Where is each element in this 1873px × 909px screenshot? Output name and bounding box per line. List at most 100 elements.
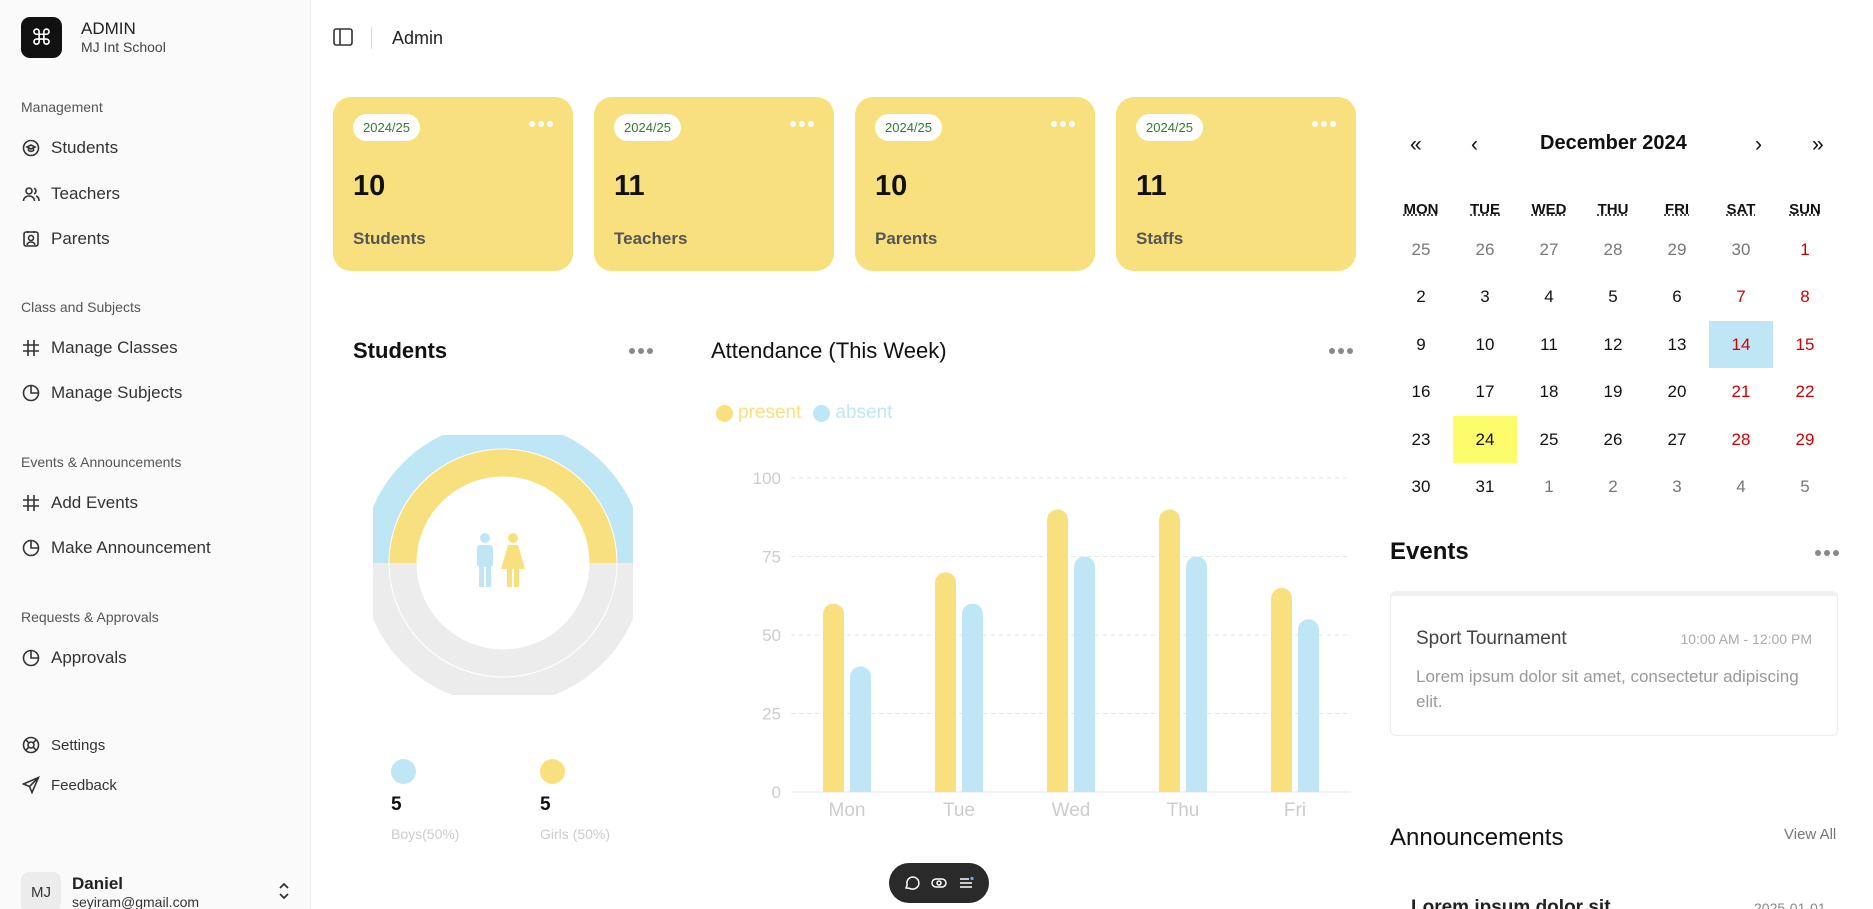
view-all-link[interactable]: View All (1784, 826, 1837, 843)
calendar-prev-year-button[interactable]: « (1410, 133, 1422, 156)
boys-label: Boys(50%) (391, 826, 460, 842)
boys-count: 5 (391, 794, 402, 815)
calendar-day[interactable]: 14 (1709, 321, 1773, 368)
calendar-day[interactable]: 1 (1544, 477, 1554, 496)
calendar-day[interactable]: 28 (1731, 429, 1751, 449)
calendar-day[interactable]: 26 (1475, 239, 1495, 259)
calendar-day[interactable]: 5 (1608, 287, 1618, 306)
x-tick-label: Mon (829, 800, 866, 821)
sidebar-item-add-events[interactable]: Add Events (21, 493, 138, 513)
calendar-day[interactable]: 18 (1539, 382, 1559, 401)
calendar-day[interactable]: 27 (1539, 239, 1559, 259)
calendar-day[interactable]: 31 (1475, 477, 1495, 496)
calendar-day[interactable]: 17 (1475, 382, 1495, 401)
sidebar-item-label: Approvals (51, 648, 127, 667)
calendar-day[interactable]: 21 (1731, 382, 1751, 401)
calendar-day[interactable]: 23 (1411, 429, 1431, 449)
announcement-title[interactable]: Lorem ipsum dolor sit (1411, 897, 1611, 909)
calendar-day[interactable]: 24 (1453, 416, 1517, 463)
girls-count: 5 (540, 794, 551, 815)
calendar-day[interactable]: 9 (1416, 334, 1426, 354)
calendar-day[interactable]: 8 (1800, 287, 1810, 306)
divider (371, 27, 372, 49)
year-badge: 2024/25 (614, 114, 681, 141)
calendar-day[interactable]: 30 (1731, 239, 1751, 259)
sidebar-item-manage-classes[interactable]: Manage Classes (21, 338, 178, 358)
sidebar-item-parents[interactable]: Parents (21, 229, 110, 249)
chevrons-up-down-icon[interactable] (277, 882, 291, 905)
more-icon[interactable] (1312, 121, 1336, 127)
stat-label: Parents (875, 229, 938, 248)
absent-legend-label: absent (835, 402, 893, 423)
calendar-day[interactable]: 26 (1603, 429, 1623, 449)
more-icon[interactable] (629, 348, 653, 354)
sidebar-item-manage-subjects[interactable]: Manage Subjects (21, 383, 182, 403)
stat-count: 10 (875, 170, 908, 202)
calendar-title: December 2024 (1540, 132, 1687, 154)
eye-icon[interactable] (931, 875, 947, 891)
calendar-day[interactable]: 6 (1672, 287, 1682, 306)
weekday-thu: THU (1597, 201, 1629, 218)
calendar-day[interactable]: 11 (1540, 334, 1558, 354)
sidebar-item-feedback[interactable]: Feedback (21, 775, 117, 795)
calendar-day[interactable]: 3 (1480, 287, 1490, 306)
male-icon (477, 533, 493, 587)
sidebar-toggle-icon[interactable] (333, 28, 353, 51)
sidebar-item-settings[interactable]: Settings (21, 735, 105, 755)
calendar-day[interactable]: 2 (1416, 287, 1426, 306)
weekday-mon: MON (1403, 201, 1439, 218)
more-icon[interactable] (1329, 348, 1353, 354)
calendar-day[interactable]: 27 (1667, 429, 1687, 449)
calendar-day[interactable]: 13 (1667, 334, 1687, 354)
x-tick-label: Thu (1167, 800, 1200, 821)
calendar-next-year-button[interactable]: » (1812, 133, 1824, 156)
user-email: seyiram@gmail.com (72, 894, 200, 909)
x-tick-label: Tue (943, 800, 975, 821)
calendar-day[interactable]: 29 (1667, 239, 1687, 259)
calendar-day[interactable]: 1 (1800, 239, 1810, 259)
more-icon[interactable] (1815, 550, 1839, 556)
girls-arc (389, 449, 617, 564)
calendar-day[interactable]: 30 (1411, 477, 1431, 496)
nav-group-events: Events & Announcements (21, 454, 182, 470)
menu-icon[interactable] (958, 875, 974, 891)
calendar-day[interactable]: 15 (1795, 334, 1815, 354)
more-icon[interactable] (790, 121, 814, 127)
calendar-day[interactable]: 25 (1539, 429, 1559, 449)
calendar-day[interactable]: 19 (1603, 382, 1623, 401)
more-icon[interactable] (1051, 121, 1075, 127)
calendar-day[interactable]: 28 (1603, 239, 1623, 259)
calendar-day[interactable]: 3 (1672, 477, 1682, 496)
absent-legend-dot (813, 404, 831, 422)
calendar-next-month-button[interactable]: › (1755, 133, 1762, 156)
calendar-day[interactable]: 25 (1411, 239, 1431, 259)
event-time: 10:00 AM - 12:00 PM (1680, 631, 1812, 647)
calendar-day[interactable]: 4 (1736, 477, 1746, 496)
user-menu[interactable]: MJ Daniel seyiram@gmail.com (21, 872, 291, 909)
calendar-day[interactable]: 20 (1667, 382, 1687, 401)
sidebar-item-teachers[interactable]: Teachers (21, 184, 120, 204)
year-badge: 2024/25 (353, 114, 420, 141)
stat-card-parents: 2024/25 10 Parents (855, 97, 1095, 271)
calendar-day[interactable]: 7 (1736, 287, 1746, 306)
calendar-day[interactable]: 5 (1800, 477, 1810, 496)
calendar-day[interactable]: 22 (1795, 382, 1815, 401)
sidebar-item-make-announcement[interactable]: Make Announcement (21, 538, 211, 558)
brand[interactable]: ⌘ ADMIN MJ Int School (21, 17, 166, 58)
calendar-prev-month-button[interactable]: ‹ (1471, 133, 1478, 156)
events-title: Events (1390, 538, 1469, 565)
calendar-day[interactable]: 2 (1608, 477, 1618, 496)
calendar-day[interactable]: 12 (1603, 334, 1623, 354)
x-tick-label: Wed (1052, 800, 1091, 821)
students-panel-title: Students (353, 338, 448, 363)
calendar-day[interactable]: 4 (1544, 287, 1554, 306)
calendar-day[interactable]: 16 (1411, 382, 1431, 401)
sidebar-item-students[interactable]: Students (21, 138, 118, 158)
comment-icon[interactable] (904, 875, 920, 891)
calendar-day[interactable]: 10 (1475, 334, 1495, 354)
more-icon[interactable] (529, 121, 553, 127)
calendar-day[interactable]: 29 (1795, 429, 1815, 449)
sidebar-item-approvals[interactable]: Approvals (21, 648, 127, 668)
event-card[interactable]: Sport Tournament 10:00 AM - 12:00 PM Lor… (1390, 591, 1838, 736)
present-bar-base (1159, 650, 1180, 792)
